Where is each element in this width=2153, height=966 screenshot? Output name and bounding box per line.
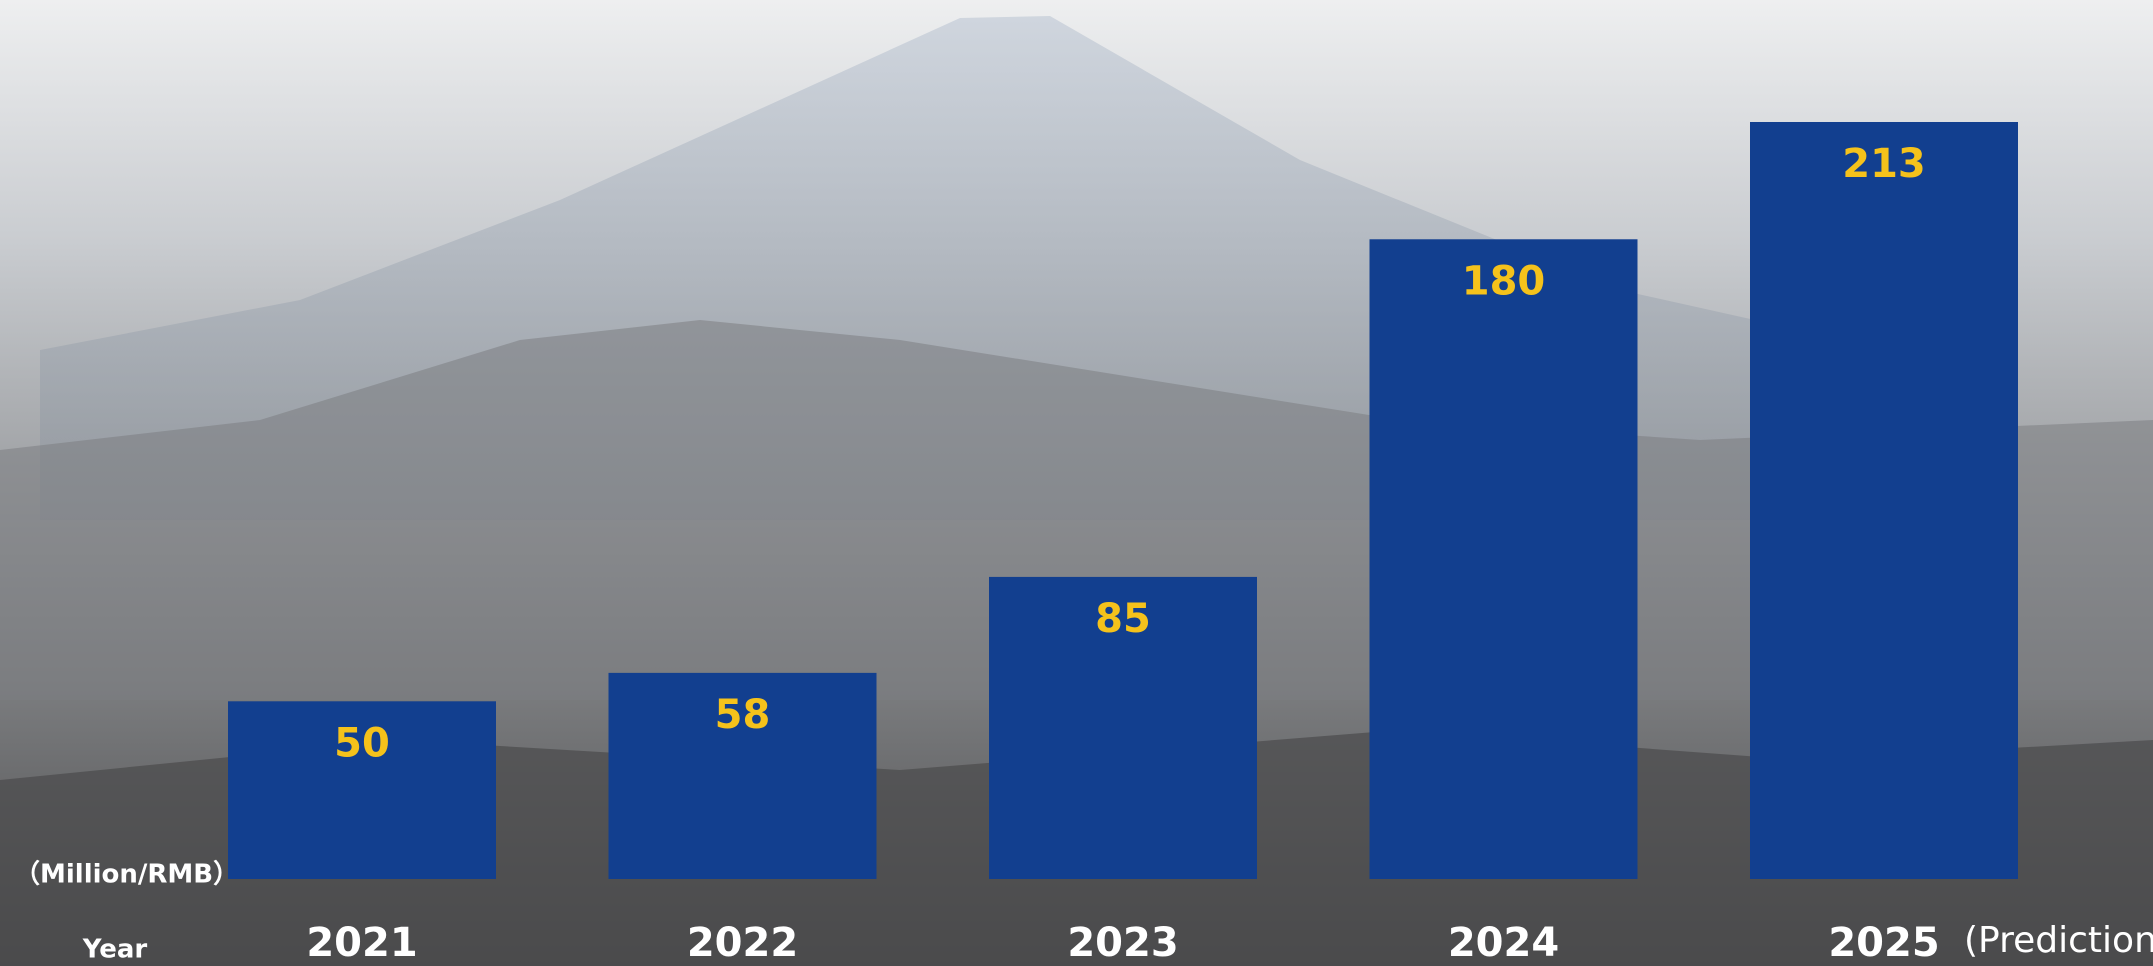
value-label: 50 (334, 720, 390, 766)
annotation: (Prediction) (1964, 920, 2153, 961)
value-label: 58 (715, 692, 771, 738)
value-label: 85 (1095, 596, 1151, 642)
y-axis-label: （Million/RMB） (14, 860, 239, 890)
value-label: 180 (1462, 258, 1546, 304)
value-label: 213 (1842, 141, 1926, 187)
x-tick-label: 2024 (1448, 920, 1559, 966)
bar (1750, 122, 2018, 879)
bar (228, 701, 496, 879)
bar (608, 672, 877, 879)
bar (989, 576, 1257, 879)
x-axis-label: Year (82, 935, 148, 965)
x-tick-label: 2021 (306, 920, 417, 966)
bar (1369, 239, 1638, 880)
x-tick-label: 2025 (1828, 920, 1939, 966)
x-tick-label: 2022 (687, 920, 798, 966)
x-tick-label: 2023 (1067, 920, 1178, 966)
plot-area: 50 2021 58 2022 85 2023 180 2024 213 2025 (Predict… (228, 122, 2153, 966)
